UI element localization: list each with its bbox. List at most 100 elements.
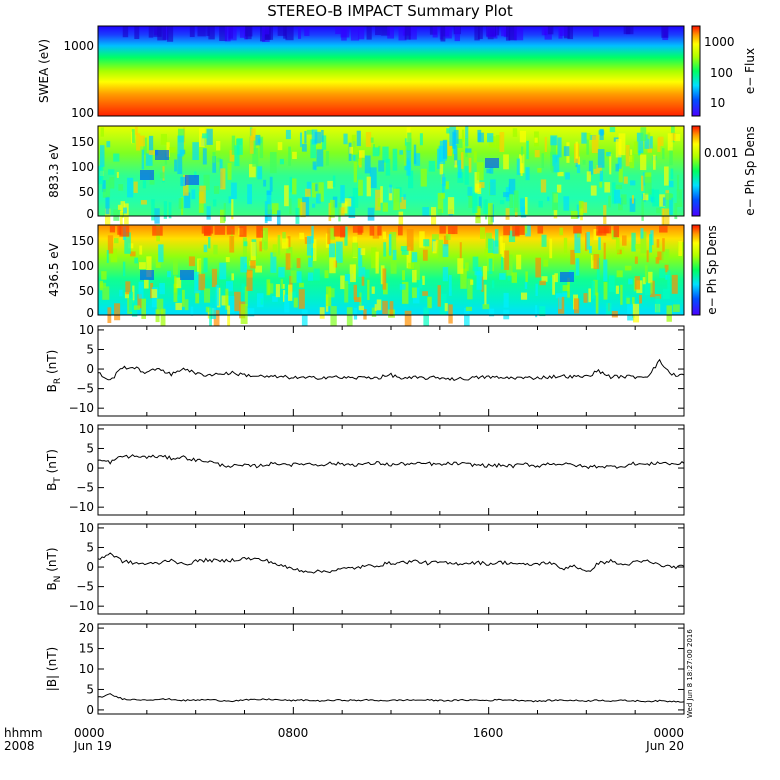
- pitch-texture-cell: [430, 207, 437, 228]
- pitch-texture-cell: [525, 225, 531, 237]
- pitch-texture-cell: [358, 150, 365, 158]
- pitch-texture-cell: [389, 231, 397, 254]
- pitch-883-ylabel: 883.3 eV: [47, 143, 61, 198]
- pitch-texture-cell: [234, 291, 241, 312]
- pitch-texture-cell: [662, 208, 670, 226]
- pitch-texture-cell: [490, 179, 496, 196]
- pitch-texture-cell: [558, 297, 562, 309]
- pitch-texture-cell: [399, 150, 404, 155]
- pitch-texture-cell: [590, 185, 597, 196]
- pitch-texture-cell: [465, 148, 472, 153]
- pitch-texture-cell: [318, 182, 324, 202]
- pitch-texture-cell: [662, 288, 670, 300]
- series-line-BN: [97, 552, 685, 574]
- pitch-texture-cell: [647, 132, 651, 139]
- pitch-texture-cell: [203, 174, 210, 191]
- ytick-label: −10: [69, 599, 94, 613]
- pitch-texture-cell: [413, 144, 417, 164]
- pitch-texture-cell: [185, 175, 199, 185]
- pitch-texture-cell: [627, 304, 635, 321]
- pitch-texture-cell: [174, 159, 178, 172]
- pitch-texture-cell: [203, 244, 208, 253]
- pitch-texture-cell: [137, 294, 142, 309]
- pitch-texture-cell: [577, 231, 580, 238]
- pitch-texture-cell: [206, 128, 213, 145]
- panel-frame: [97, 523, 685, 615]
- pitch-texture-cell: [136, 133, 141, 151]
- pitch-texture-cell: [644, 265, 648, 283]
- pitch-texture-cell: [525, 167, 530, 181]
- pitch-texture-cell: [644, 176, 652, 195]
- swea-texture-cell: [208, 26, 215, 40]
- pitch-texture-cell: [603, 282, 608, 300]
- swea-ylabel: SWEA (eV): [37, 39, 51, 103]
- pitch-texture-cell: [175, 302, 182, 311]
- pitch-883-ytick-0: 0: [86, 207, 94, 221]
- pitch-texture-cell: [511, 272, 517, 283]
- pitch-texture-cell: [109, 226, 115, 233]
- pitch-texture-cell: [365, 132, 372, 147]
- swea-texture-cell: [408, 26, 417, 40]
- pitch-texture-cell: [225, 288, 229, 310]
- pitch-texture-cell: [555, 293, 562, 299]
- pitch-texture-cell: [457, 258, 464, 274]
- pitch-texture-cell: [543, 259, 549, 267]
- pitch-texture-cell: [674, 203, 678, 220]
- pitch-texture-cell: [563, 237, 568, 253]
- ytick-label: 15: [79, 642, 94, 656]
- swea-texture-cell: [358, 26, 365, 40]
- pitch-883-colorbar-label: e− Ph Sp Dens: [743, 126, 757, 215]
- pitch-texture-cell: [657, 251, 664, 261]
- pitch-texture-cell: [659, 268, 666, 279]
- pitch-texture-cell: [562, 292, 568, 297]
- pitch-texture-cell: [648, 271, 653, 284]
- pitch-texture-cell: [664, 264, 669, 273]
- pitch-texture-cell: [263, 179, 267, 187]
- pitch-texture-cell: [465, 126, 469, 147]
- swea-texture-cell: [661, 26, 669, 38]
- swea-texture-cell: [592, 26, 599, 37]
- pitch-texture-cell: [457, 138, 463, 148]
- pitch-texture-cell: [364, 155, 371, 174]
- pitch-texture-cell: [367, 207, 375, 221]
- pitch-texture-cell: [297, 198, 303, 216]
- pitch-texture-cell: [226, 226, 235, 235]
- pitch-texture-cell: [389, 301, 394, 317]
- pitch-texture-cell: [376, 299, 382, 311]
- ytick-label: 0: [86, 560, 94, 574]
- pitch-texture-cell: [667, 270, 671, 291]
- pitch-436-panel: 436.5 eV 150 100 50 0 e− Ph Sp Dens: [47, 224, 719, 331]
- swea-texture-cell: [454, 26, 461, 42]
- panel-BR: 10 5 0 −5 −10 BR (nT): [45, 323, 685, 417]
- pitch-texture-cell: [330, 306, 337, 327]
- pitch-texture-cell: [308, 257, 313, 268]
- pitch-texture-cell: [282, 283, 285, 289]
- pitch-texture-cell: [618, 133, 626, 156]
- pitch-texture-cell: [267, 283, 274, 294]
- pitch-texture-cell: [483, 265, 488, 280]
- pitch-texture-cell: [255, 134, 261, 146]
- pitch-texture-cell: [250, 128, 256, 141]
- pitch-texture-cell: [640, 228, 644, 239]
- pitch-texture-cell: [184, 299, 189, 311]
- pitch-texture-cell: [457, 160, 462, 178]
- pitch-texture-cell: [378, 145, 381, 155]
- pitch-texture-cell: [272, 244, 277, 257]
- pitch-texture-cell: [656, 207, 661, 214]
- pitch-texture-cell: [487, 133, 494, 143]
- pitch-texture-cell: [124, 232, 131, 254]
- pitch-texture-cell: [503, 226, 511, 236]
- pitch-texture-cell: [177, 295, 181, 302]
- pitch-texture-cell: [370, 137, 374, 143]
- pitch-texture-cell: [145, 153, 153, 166]
- pitch-texture-cell: [604, 182, 611, 193]
- swea-texture-cell: [381, 26, 390, 36]
- pitch-texture-cell: [411, 287, 417, 298]
- axis-unit-hhmm: hhmm: [4, 726, 43, 740]
- pitch-texture-cell: [445, 234, 451, 241]
- pitch-texture-cell: [374, 304, 377, 311]
- pitch-texture-cell: [106, 250, 109, 263]
- swea-texture-cell: [340, 26, 350, 38]
- pitch-texture-cell: [314, 131, 321, 144]
- ytick-label: 10: [79, 422, 94, 436]
